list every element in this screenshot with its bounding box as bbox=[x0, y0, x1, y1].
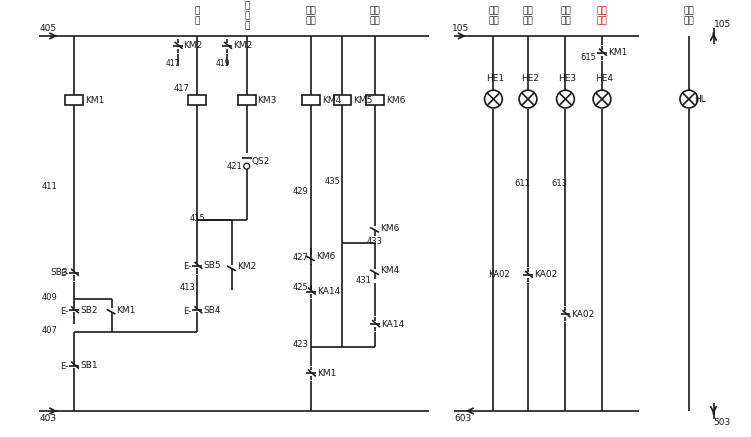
Text: KA02: KA02 bbox=[534, 270, 557, 279]
Text: 421: 421 bbox=[227, 162, 243, 171]
Text: 419: 419 bbox=[215, 59, 230, 68]
Text: KM6: KM6 bbox=[380, 224, 400, 233]
Text: KM1: KM1 bbox=[317, 369, 336, 378]
Text: 床头: 床头 bbox=[683, 17, 694, 26]
Text: 泵: 泵 bbox=[195, 7, 200, 16]
Text: 417: 417 bbox=[173, 84, 189, 93]
Text: 冷: 冷 bbox=[244, 21, 249, 31]
Text: QS2: QS2 bbox=[252, 157, 270, 166]
Text: 电源: 电源 bbox=[488, 17, 499, 26]
Text: 503: 503 bbox=[713, 418, 731, 427]
Text: 405: 405 bbox=[40, 24, 56, 32]
Text: 413: 413 bbox=[179, 283, 195, 292]
Text: 起动: 起动 bbox=[596, 7, 608, 16]
Text: 427: 427 bbox=[293, 253, 309, 263]
Text: 电机: 电机 bbox=[306, 17, 316, 26]
Text: E-: E- bbox=[183, 262, 192, 271]
Text: 起动: 起动 bbox=[560, 7, 571, 16]
Text: 高速: 高速 bbox=[369, 7, 381, 16]
Text: SB4: SB4 bbox=[204, 306, 221, 315]
Text: 复位: 复位 bbox=[523, 17, 533, 26]
Text: 电机: 电机 bbox=[596, 17, 608, 26]
Text: 105: 105 bbox=[452, 24, 469, 32]
Text: E-: E- bbox=[183, 307, 192, 316]
Text: KM4: KM4 bbox=[321, 96, 341, 104]
Text: KA02: KA02 bbox=[572, 310, 595, 319]
Text: SB1: SB1 bbox=[80, 361, 98, 370]
Text: 411: 411 bbox=[41, 182, 57, 191]
Text: 615: 615 bbox=[581, 53, 596, 62]
Text: 417: 417 bbox=[166, 59, 180, 68]
Text: SB2: SB2 bbox=[80, 306, 98, 315]
Text: KM4: KM4 bbox=[380, 266, 400, 275]
Text: 435: 435 bbox=[324, 177, 340, 187]
Bar bbox=[333, 95, 351, 105]
Text: KM3: KM3 bbox=[258, 96, 277, 104]
Text: 433: 433 bbox=[367, 237, 383, 246]
Bar bbox=[238, 95, 255, 105]
Text: KM2: KM2 bbox=[183, 42, 203, 50]
Text: KM1: KM1 bbox=[608, 48, 627, 57]
Text: HE1: HE1 bbox=[487, 74, 505, 83]
Bar bbox=[65, 95, 83, 105]
Text: 停止: 停止 bbox=[523, 7, 533, 16]
Bar bbox=[366, 95, 384, 105]
Text: 105: 105 bbox=[713, 20, 731, 28]
Text: SB3: SB3 bbox=[50, 268, 68, 277]
Text: 403: 403 bbox=[40, 414, 56, 423]
Text: 照明: 照明 bbox=[683, 7, 694, 16]
Text: KM2: KM2 bbox=[237, 262, 256, 271]
Text: 泵: 泵 bbox=[244, 2, 249, 11]
Text: KM1: KM1 bbox=[116, 306, 136, 315]
Text: KA14: KA14 bbox=[381, 319, 404, 329]
Text: 425: 425 bbox=[293, 283, 309, 292]
Text: 低速: 低速 bbox=[306, 7, 316, 16]
Bar bbox=[189, 95, 207, 105]
Text: 电机: 电机 bbox=[369, 17, 381, 26]
Text: 循环: 循环 bbox=[560, 17, 571, 26]
Text: 423: 423 bbox=[293, 340, 309, 349]
Text: HL: HL bbox=[694, 94, 705, 104]
Text: HE4: HE4 bbox=[595, 74, 613, 83]
Text: HE2: HE2 bbox=[521, 74, 539, 83]
Text: E-: E- bbox=[60, 362, 68, 371]
Text: 603: 603 bbox=[454, 414, 471, 423]
Text: 613: 613 bbox=[552, 180, 568, 188]
Text: HE3: HE3 bbox=[559, 74, 577, 83]
Text: E-: E- bbox=[60, 269, 68, 278]
Text: KA14: KA14 bbox=[317, 287, 340, 296]
Text: 显示: 显示 bbox=[488, 7, 499, 16]
Text: KA02: KA02 bbox=[489, 270, 510, 279]
Text: 429: 429 bbox=[293, 187, 309, 196]
Text: KM2: KM2 bbox=[233, 42, 252, 50]
Text: 415: 415 bbox=[189, 214, 205, 223]
Text: 407: 407 bbox=[41, 326, 57, 334]
Text: 431: 431 bbox=[355, 276, 371, 285]
Text: KM6: KM6 bbox=[386, 96, 406, 104]
Text: E-: E- bbox=[60, 307, 68, 316]
Text: KM6: KM6 bbox=[315, 253, 335, 261]
Bar bbox=[302, 95, 320, 105]
Text: 611: 611 bbox=[514, 180, 530, 188]
Text: 409: 409 bbox=[41, 293, 57, 302]
Text: 油: 油 bbox=[195, 17, 200, 26]
Text: 却: 却 bbox=[244, 12, 249, 21]
Text: KM1: KM1 bbox=[85, 96, 104, 104]
Text: KM5: KM5 bbox=[353, 96, 372, 104]
Text: SB5: SB5 bbox=[204, 261, 221, 271]
